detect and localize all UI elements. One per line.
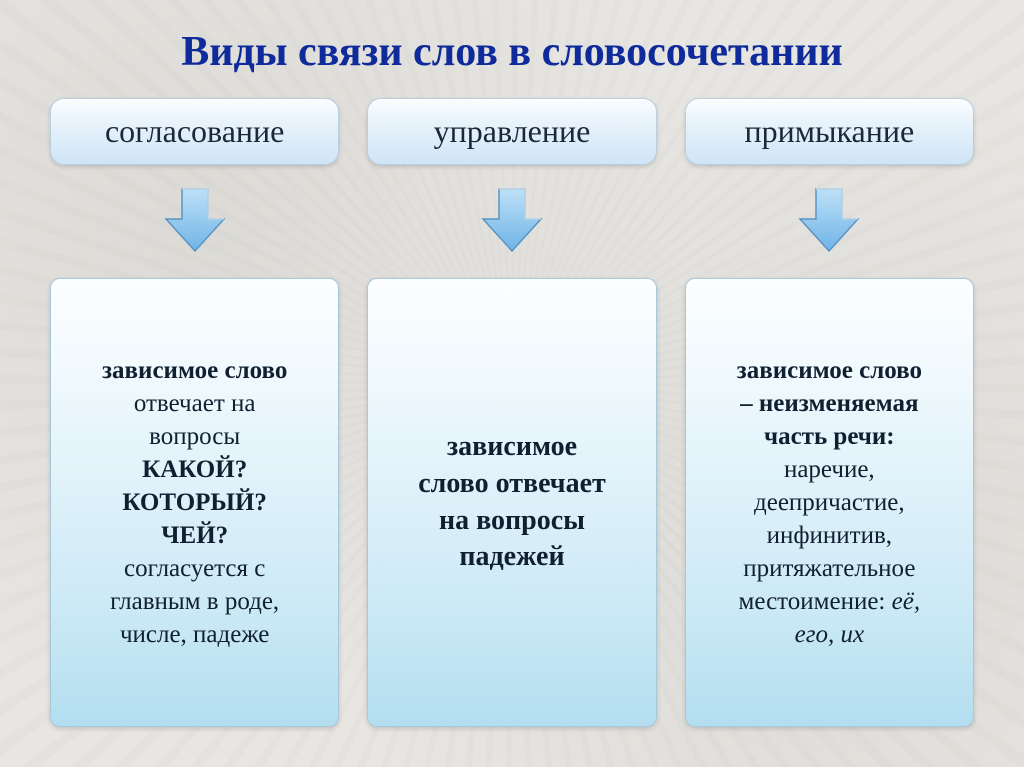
column-agreement: согласование зависимое слово отвечает на…	[50, 98, 339, 727]
text-line: ЧЕЙ?	[161, 519, 228, 552]
text-line: согласуется с	[124, 552, 265, 585]
text-line: числе, падеже	[120, 618, 269, 651]
columns-row: согласование зависимое слово отвечает на…	[50, 98, 974, 727]
text-line: КАКОЙ?	[142, 453, 247, 486]
text-line-italic: его, их	[795, 618, 864, 651]
detail-adjoining: зависимое слово – неизменяемая часть реч…	[685, 278, 974, 727]
text-line: зависимое	[447, 429, 577, 466]
column-adjoining: примыкание зависимое слово – неизменяема…	[685, 98, 974, 727]
arrow-down-icon	[792, 183, 866, 262]
page-title: Виды связи слов в словосочетании	[50, 28, 974, 76]
detail-government: зависимое слово отвечает на вопросы паде…	[367, 278, 656, 727]
pill-adjoining: примыкание	[685, 98, 974, 165]
text-line: КОТОРЫЙ?	[122, 486, 267, 519]
slide-container: Виды связи слов в словосочетании согласо…	[0, 0, 1024, 767]
text-line: наречие,	[784, 453, 875, 486]
text-line: зависимое слово	[102, 354, 287, 387]
pill-agreement: согласование	[50, 98, 339, 165]
detail-agreement: зависимое слово отвечает на вопросы КАКО…	[50, 278, 339, 727]
text-line: вопросы	[149, 420, 240, 453]
text-line: главным в роде,	[110, 585, 279, 618]
text-line: часть речи:	[764, 420, 895, 453]
text-line: слово отвечает	[418, 466, 606, 503]
text-line: – неизменяемая	[740, 387, 918, 420]
text-line: зависимое слово	[737, 354, 922, 387]
column-government: управление зависимое слово отвечает на в…	[367, 98, 656, 727]
text-line: отвечает на	[134, 387, 256, 420]
text-span-italic: её,	[892, 588, 920, 615]
text-line: на вопросы	[439, 503, 585, 540]
arrow-down-icon	[475, 183, 549, 262]
text-line: притяжательное	[743, 552, 915, 585]
text-line: падежей	[459, 539, 564, 576]
pill-government: управление	[367, 98, 656, 165]
text-line: деепричастие,	[754, 486, 905, 519]
text-line: местоимение: её,	[739, 585, 921, 618]
text-line: инфинитив,	[767, 519, 892, 552]
text-span: местоимение:	[739, 588, 892, 615]
arrow-down-icon	[158, 183, 232, 262]
